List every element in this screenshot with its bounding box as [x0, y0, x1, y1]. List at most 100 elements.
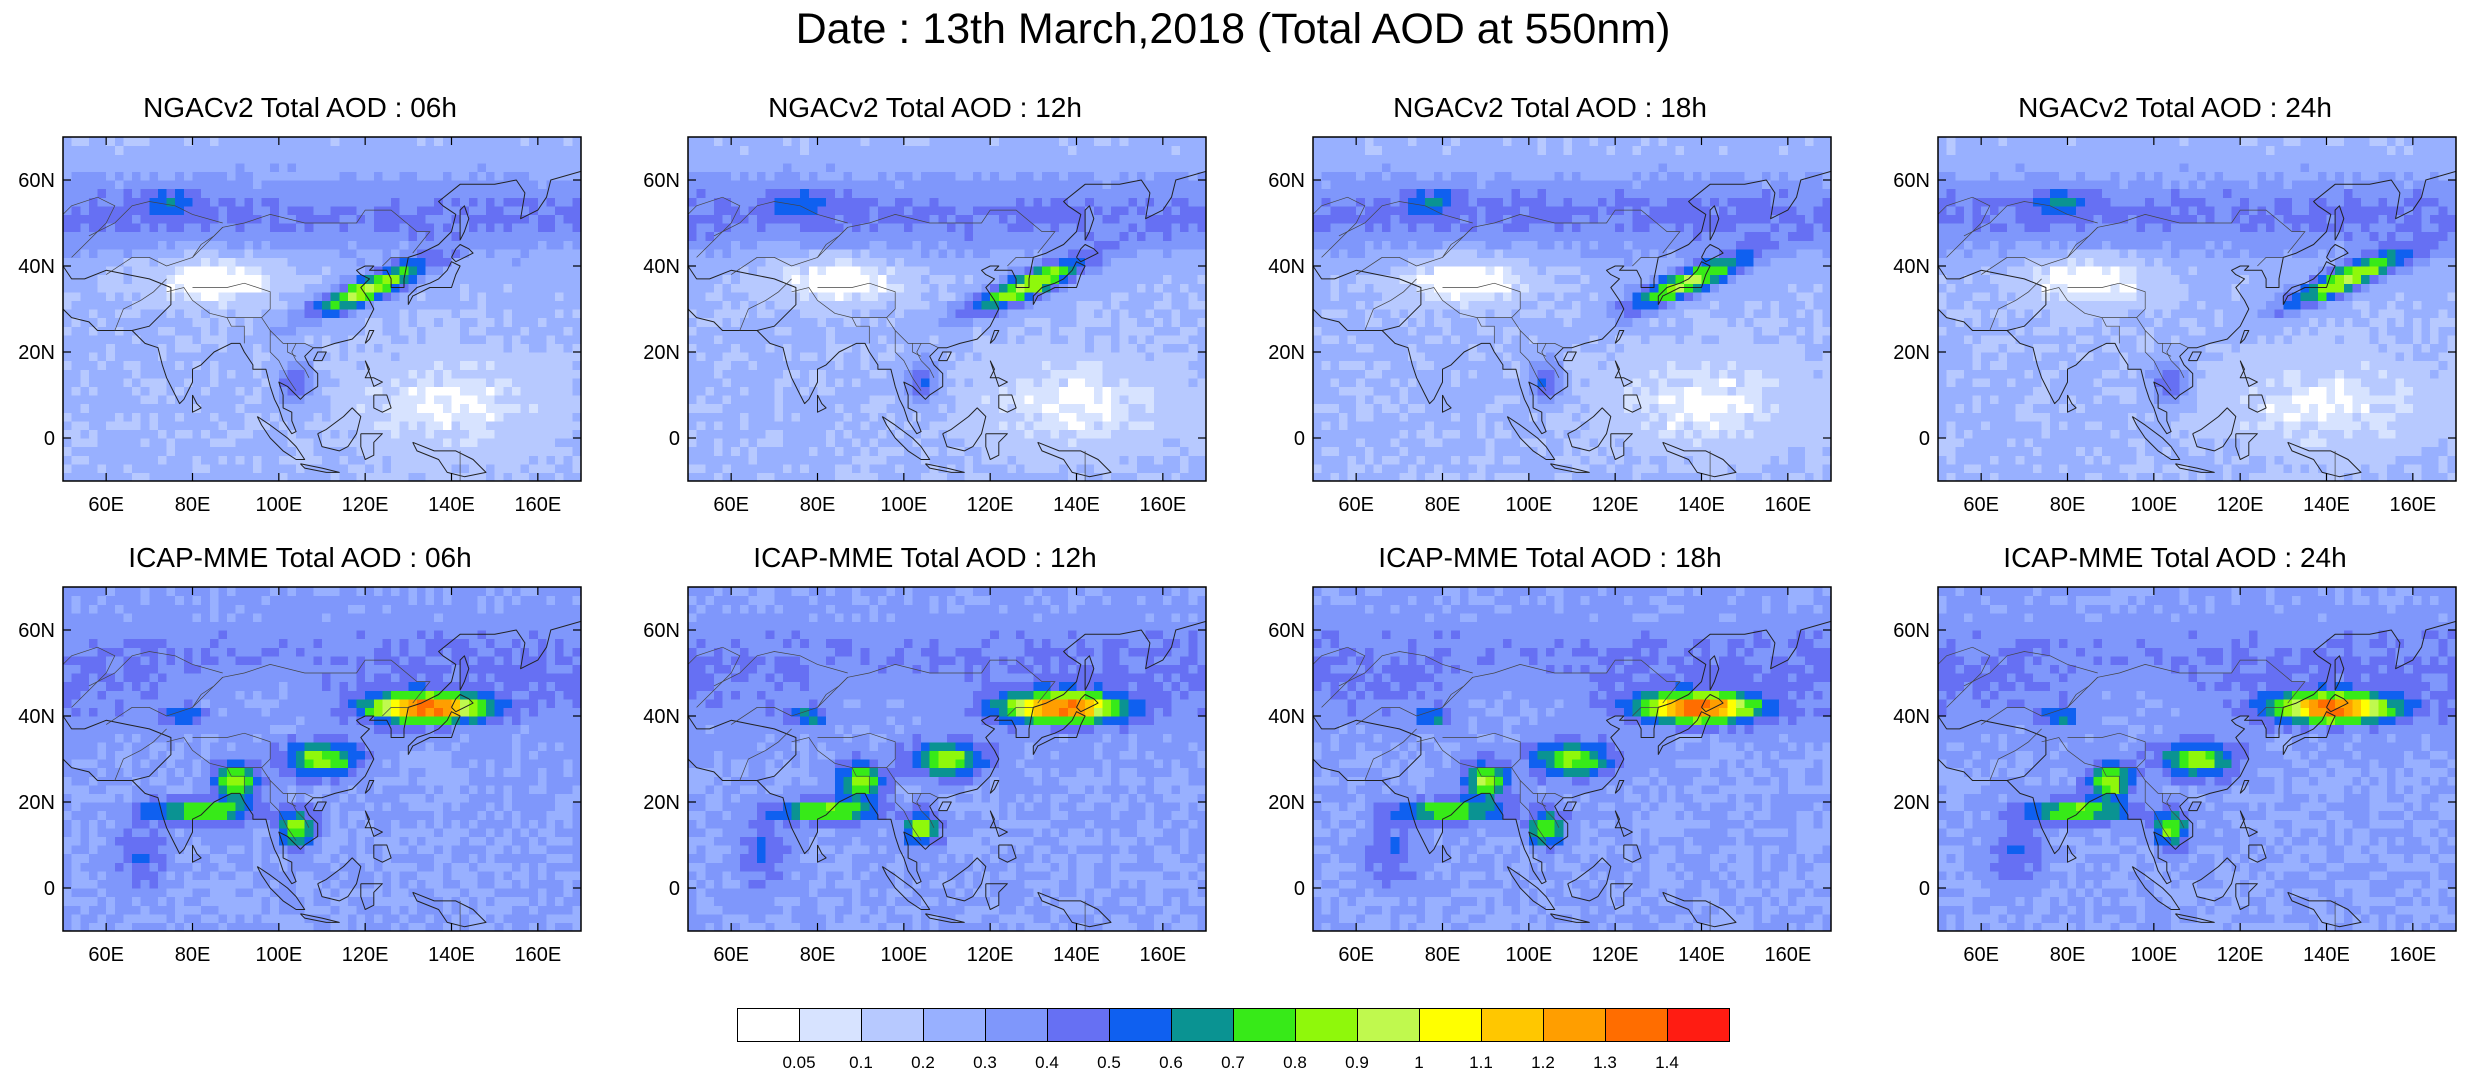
lon-tick-label: 140E [1053, 944, 1100, 962]
lat-tick-label: 40N [18, 706, 55, 728]
lat-tick-label: 20N [18, 342, 55, 364]
lon-tick-label: 160E [514, 494, 561, 512]
lat-tick-label: 0 [1294, 878, 1305, 900]
colorbar-swatch [737, 1008, 800, 1042]
lat-tick-label: 60N [1268, 170, 1305, 192]
aod-field [688, 587, 1207, 932]
lat-tick-label: 0 [669, 878, 680, 900]
lat-tick-label: 40N [643, 706, 680, 728]
lon-tick-label: 140E [428, 494, 475, 512]
lat-tick-label: 0 [1919, 878, 1930, 900]
aod-field [1938, 137, 2457, 482]
colorbar-swatch [1295, 1008, 1358, 1042]
lon-tick-label: 160E [2389, 944, 2436, 962]
aod-field [688, 137, 1207, 482]
lon-tick-label: 100E [255, 494, 302, 512]
colorbar-swatch [1357, 1008, 1420, 1042]
colorbar-swatch [1419, 1008, 1482, 1042]
lat-tick-label: 60N [1893, 170, 1930, 192]
lon-tick-label: 100E [1505, 494, 1552, 512]
colorbar-label: 1.3 [1593, 1054, 1617, 1071]
colorbar-swatch [1233, 1008, 1296, 1042]
aod-field [1313, 137, 1832, 482]
lat-tick-label: 0 [1294, 428, 1305, 450]
lat-tick-label: 60N [643, 170, 680, 192]
lat-tick-label: 40N [1893, 706, 1930, 728]
colorbar-label: 0.9 [1345, 1054, 1369, 1071]
lon-tick-label: 60E [713, 494, 749, 512]
figure-title: Date : 13th March,2018 (Total AOD at 550… [0, 4, 2466, 54]
lon-tick-label: 60E [1338, 944, 1374, 962]
lat-tick-label: 40N [643, 256, 680, 278]
colorbar-label: 0.4 [1035, 1054, 1059, 1071]
lon-tick-label: 80E [175, 494, 211, 512]
colorbar-label: 0.1 [849, 1054, 873, 1071]
lon-tick-label: 120E [2217, 944, 2264, 962]
lon-tick-label: 80E [800, 494, 836, 512]
lon-tick-label: 160E [1139, 494, 1186, 512]
colorbar-label: 0.05 [782, 1054, 815, 1071]
lon-tick-label: 140E [1678, 944, 1725, 962]
lon-tick-label: 140E [2303, 494, 2350, 512]
aod-field [63, 587, 582, 932]
colorbar-swatch [1171, 1008, 1234, 1042]
lon-tick-label: 160E [1139, 944, 1186, 962]
lon-tick-label: 160E [1764, 944, 1811, 962]
lat-tick-label: 0 [44, 878, 55, 900]
lat-tick-label: 0 [1919, 428, 1930, 450]
lon-tick-label: 120E [342, 944, 389, 962]
lat-tick-label: 20N [1893, 342, 1930, 364]
lat-tick-label: 60N [1893, 620, 1930, 642]
colorbar-label: 1 [1414, 1054, 1423, 1071]
lat-tick-label: 0 [44, 428, 55, 450]
lat-tick-label: 60N [643, 620, 680, 642]
lon-tick-label: 80E [2050, 494, 2086, 512]
lon-tick-label: 100E [880, 494, 927, 512]
lon-tick-label: 120E [967, 494, 1014, 512]
colorbar-label: 1.1 [1469, 1054, 1493, 1071]
colorbar-swatch [861, 1008, 924, 1042]
lat-tick-label: 20N [1893, 792, 1930, 814]
colorbar-label: 0.2 [911, 1054, 935, 1071]
lon-tick-label: 60E [713, 944, 749, 962]
lon-tick-label: 100E [1505, 944, 1552, 962]
lon-tick-label: 140E [2303, 944, 2350, 962]
lat-tick-label: 20N [643, 792, 680, 814]
lon-tick-label: 80E [800, 944, 836, 962]
lon-tick-label: 140E [1053, 494, 1100, 512]
lon-tick-label: 100E [2130, 494, 2177, 512]
lon-tick-label: 80E [1425, 944, 1461, 962]
lon-tick-label: 140E [428, 944, 475, 962]
lon-tick-label: 60E [1963, 944, 1999, 962]
colorbar-label: 1.2 [1531, 1054, 1555, 1071]
lon-tick-label: 60E [1338, 494, 1374, 512]
lon-tick-label: 100E [2130, 944, 2177, 962]
colorbar-swatch [1109, 1008, 1172, 1042]
lat-tick-label: 60N [18, 170, 55, 192]
lat-tick-label: 60N [1268, 620, 1305, 642]
colorbar-swatch [1667, 1008, 1730, 1042]
colorbar-swatch [1047, 1008, 1110, 1042]
lat-tick-label: 40N [1268, 706, 1305, 728]
aod-field [1313, 587, 1832, 932]
lat-tick-label: 40N [1893, 256, 1930, 278]
colorbar-label: 0.5 [1097, 1054, 1121, 1071]
colorbar-label: 0.6 [1159, 1054, 1183, 1071]
lon-tick-label: 120E [1592, 494, 1639, 512]
lat-tick-label: 20N [643, 342, 680, 364]
aod-field [1938, 587, 2457, 932]
lat-tick-label: 40N [1268, 256, 1305, 278]
colorbar-swatch [985, 1008, 1048, 1042]
